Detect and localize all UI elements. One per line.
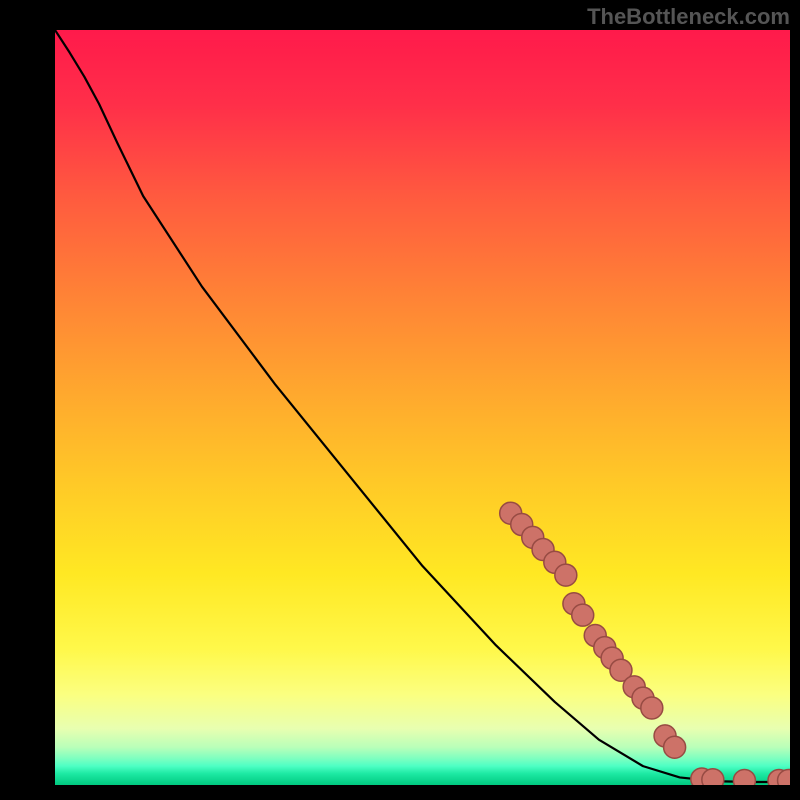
data-point-marker bbox=[641, 697, 663, 719]
data-point-marker bbox=[664, 736, 686, 758]
data-point-marker bbox=[733, 769, 755, 785]
plot-area bbox=[55, 30, 790, 785]
chart-frame: TheBottleneck.com bbox=[0, 0, 800, 800]
data-point-marker bbox=[572, 604, 594, 626]
curve-layer bbox=[55, 30, 790, 785]
data-point-marker bbox=[555, 564, 577, 586]
bottleneck-curve bbox=[55, 30, 790, 782]
gradient-background bbox=[55, 30, 790, 785]
data-point-marker bbox=[702, 769, 724, 785]
watermark-text: TheBottleneck.com bbox=[587, 4, 790, 30]
